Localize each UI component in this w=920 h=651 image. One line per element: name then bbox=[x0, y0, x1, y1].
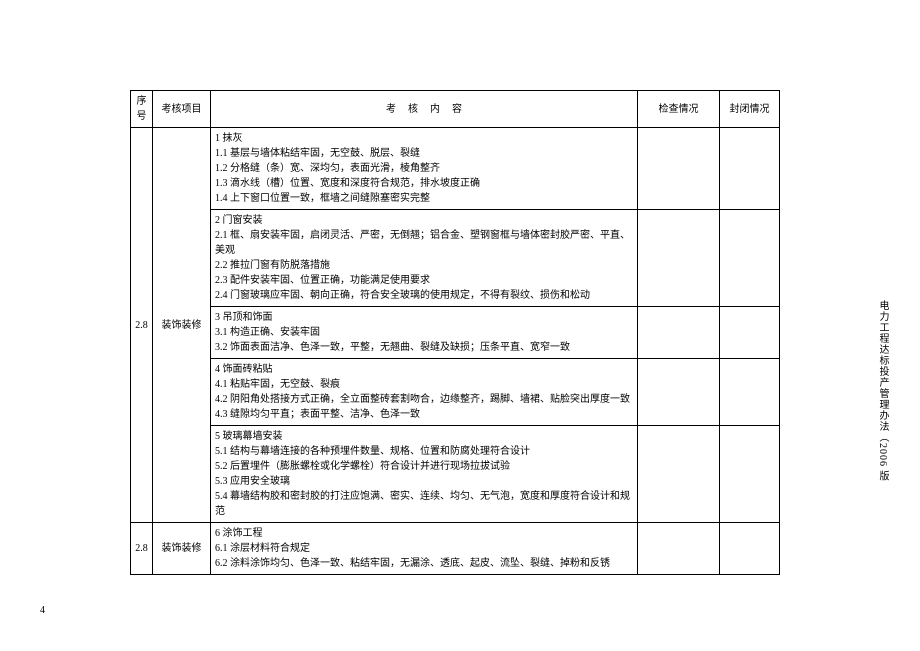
cell-content: 1 抹灰1.1 基层与墙体粘结牢固，无空鼓、脱层、裂缝1.2 分格缝（条）宽、深… bbox=[211, 128, 638, 210]
page-number: 4 bbox=[40, 605, 45, 616]
cell-seal bbox=[720, 523, 780, 575]
cell-check bbox=[638, 307, 720, 359]
cell-content: 3 吊顶和饰面3.1 构造正确、安装牢固3.2 饰面表面洁净、色泽一致，平整，无… bbox=[211, 307, 638, 359]
cell-check bbox=[638, 210, 720, 307]
cell-content: 4 饰面砖粘贴4.1 粘贴牢固，无空鼓、裂痕4.2 阴阳角处搭接方式正确，全立面… bbox=[211, 359, 638, 426]
cell-seal bbox=[720, 128, 780, 210]
table-row: 2.8 装饰装修 6 涂饰工程6.1 涂层材料符合规定6.2 涂料涂饰均匀、色泽… bbox=[131, 523, 780, 575]
cell-check bbox=[638, 523, 720, 575]
table-row: 3 吊顶和饰面3.1 构造正确、安装牢固3.2 饰面表面洁净、色泽一致，平整，无… bbox=[131, 307, 780, 359]
cell-content: 2 门窗安装2.1 框、扇安装牢固，启闭灵活、严密，无倒翘；铝合金、塑钢窗框与墙… bbox=[211, 210, 638, 307]
table-row: 2.8 装饰装修 1 抹灰1.1 基层与墙体粘结牢固，无空鼓、脱层、裂缝1.2 … bbox=[131, 128, 780, 210]
cell-content: 6 涂饰工程6.1 涂层材料符合规定6.2 涂料涂饰均匀、色泽一致、粘结牢固，无… bbox=[211, 523, 638, 575]
side-title: 电力工程达标投产管理办法（2006 版 bbox=[875, 300, 890, 482]
cell-seal bbox=[720, 359, 780, 426]
header-seal: 封闭情况 bbox=[720, 91, 780, 128]
header-item: 考核项目 bbox=[153, 91, 211, 128]
cell-seal bbox=[720, 210, 780, 307]
cell-seq: 2.8 bbox=[131, 128, 153, 523]
table-row: 5 玻璃幕墙安装5.1 结构与幕墙连接的各种预埋件数量、规格、位置和防腐处理符合… bbox=[131, 426, 780, 523]
cell-item: 装饰装修 bbox=[153, 128, 211, 523]
cell-content: 5 玻璃幕墙安装5.1 结构与幕墙连接的各种预埋件数量、规格、位置和防腐处理符合… bbox=[211, 426, 638, 523]
header-content: 考核内容 bbox=[211, 91, 638, 128]
table-row: 4 饰面砖粘贴4.1 粘贴牢固，无空鼓、裂痕4.2 阴阳角处搭接方式正确，全立面… bbox=[131, 359, 780, 426]
cell-check bbox=[638, 359, 720, 426]
assessment-table: 序号 考核项目 考核内容 检查情况 封闭情况 2.8 装饰装修 1 抹灰1.1 … bbox=[130, 90, 780, 575]
header-seq: 序号 bbox=[131, 91, 153, 128]
table-header-row: 序号 考核项目 考核内容 检查情况 封闭情况 bbox=[131, 91, 780, 128]
cell-check bbox=[638, 426, 720, 523]
cell-seal bbox=[720, 426, 780, 523]
table-row: 2 门窗安装2.1 框、扇安装牢固，启闭灵活、严密，无倒翘；铝合金、塑钢窗框与墙… bbox=[131, 210, 780, 307]
cell-seal bbox=[720, 307, 780, 359]
cell-check bbox=[638, 128, 720, 210]
header-check: 检查情况 bbox=[638, 91, 720, 128]
cell-item: 装饰装修 bbox=[153, 523, 211, 575]
cell-seq: 2.8 bbox=[131, 523, 153, 575]
